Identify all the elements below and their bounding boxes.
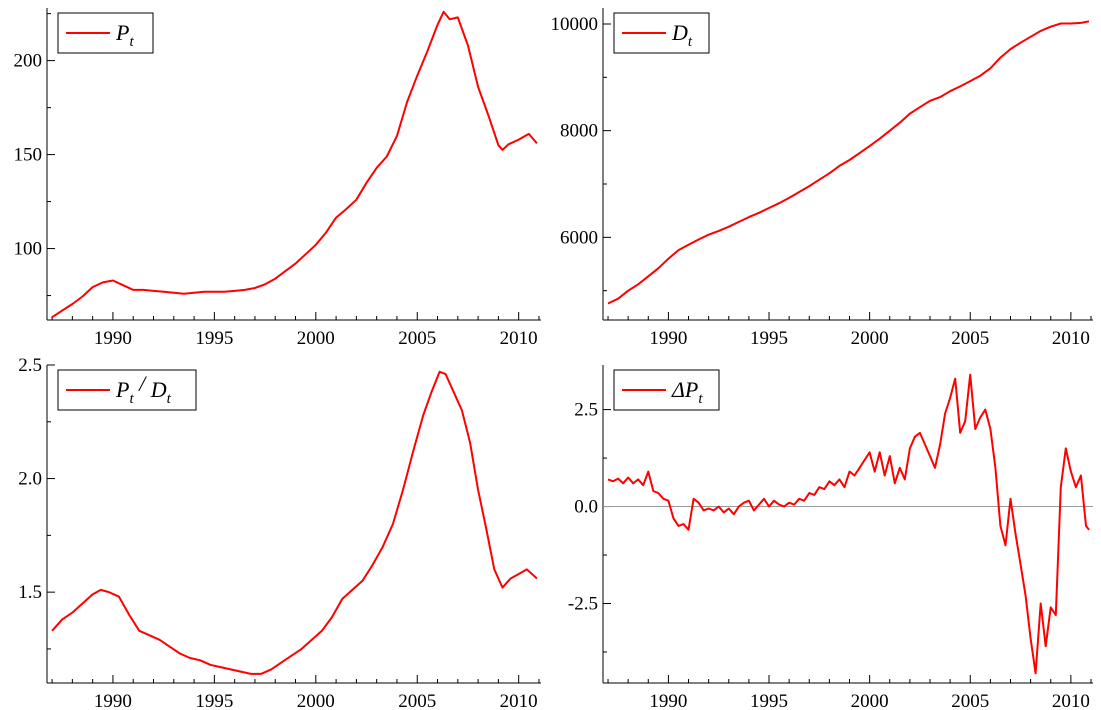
panel-price-change: 1990 1995 2000 2005 2010 -2.5 0.0 2.5 ΔPt: [568, 365, 1093, 710]
panel-dividend: 1990 1995 2000 2005 2010 6000 8000 10000 Dt: [551, 8, 1093, 349]
x-tick-label: 2010: [500, 328, 538, 349]
legend-label: Pt: [115, 20, 134, 50]
x-tick-label: 1995: [195, 691, 233, 710]
legend-sub: t: [688, 34, 693, 50]
series-line: [51, 10, 538, 319]
x-tick-label: 1990: [649, 328, 687, 349]
panel-price: 1990 1995 2000 2005 2010 100 150 200 Pt: [14, 8, 541, 349]
y-tick-label: 2.5: [18, 355, 42, 376]
y-tick-label: 0.0: [574, 497, 598, 518]
x-tick-label: 1995: [750, 328, 788, 349]
x-tick-label: 1995: [195, 328, 233, 349]
series-line: [607, 20, 1090, 305]
legend-label: Pt / Dt: [115, 371, 172, 407]
legend-symbol: D: [671, 20, 688, 45]
x-tick-label: 1990: [94, 328, 132, 349]
legend-symbol2: D: [150, 377, 167, 402]
x-tick-label: 2010: [500, 691, 538, 710]
y-tick-label: 8000: [560, 121, 598, 142]
x-tick-label: 2000: [297, 328, 335, 349]
legend: ΔPt: [613, 369, 720, 411]
legend: Dt: [613, 12, 710, 54]
x-tick-label: 1990: [649, 691, 687, 710]
x-tick-label: 1990: [94, 691, 132, 710]
x-tick-label: 2005: [951, 691, 989, 710]
legend: Pt / Dt: [57, 369, 197, 411]
series-line: [607, 373, 1090, 675]
y-tick-label: 200: [14, 51, 43, 72]
x-tick-label: 2000: [297, 691, 335, 710]
x-tick-label: 1995: [750, 691, 788, 710]
legend: Pt: [57, 12, 154, 54]
y-tick-label: 6000: [560, 227, 598, 248]
y-tick-label: 10000: [551, 14, 599, 35]
y-tick-label: 150: [14, 145, 43, 166]
legend-sub: t: [129, 391, 134, 407]
y-tick-label: 2.0: [18, 469, 42, 490]
legend-separator: /: [134, 371, 151, 396]
y-tick-label: -2.5: [568, 594, 598, 615]
panel-price-dividend-ratio: 1990 1995 2000 2005 2010 1.5 2.0 2.5 Pt / Dt: [18, 355, 541, 710]
legend-symbol: P: [115, 377, 129, 402]
legend-sub: t: [129, 34, 134, 50]
y-tick-label: 2.5: [574, 400, 598, 421]
legend-symbol: ΔP: [671, 377, 698, 402]
legend-label: ΔPt: [671, 377, 703, 407]
legend-sub2: t: [167, 391, 172, 407]
x-tick-label: 2005: [951, 328, 989, 349]
y-tick-label: 100: [14, 239, 43, 260]
legend-label: Dt: [671, 20, 693, 50]
x-tick-label: 2005: [398, 328, 436, 349]
legend-symbol: P: [115, 20, 129, 45]
x-tick-label: 2000: [851, 691, 889, 710]
x-tick-label: 2010: [1052, 328, 1090, 349]
y-tick-label: 1.5: [18, 582, 42, 603]
x-tick-label: 2005: [398, 691, 436, 710]
x-tick-label: 2000: [851, 328, 889, 349]
series-line: [51, 370, 538, 675]
legend-sub: t: [698, 391, 703, 407]
x-tick-label: 2010: [1052, 691, 1090, 710]
